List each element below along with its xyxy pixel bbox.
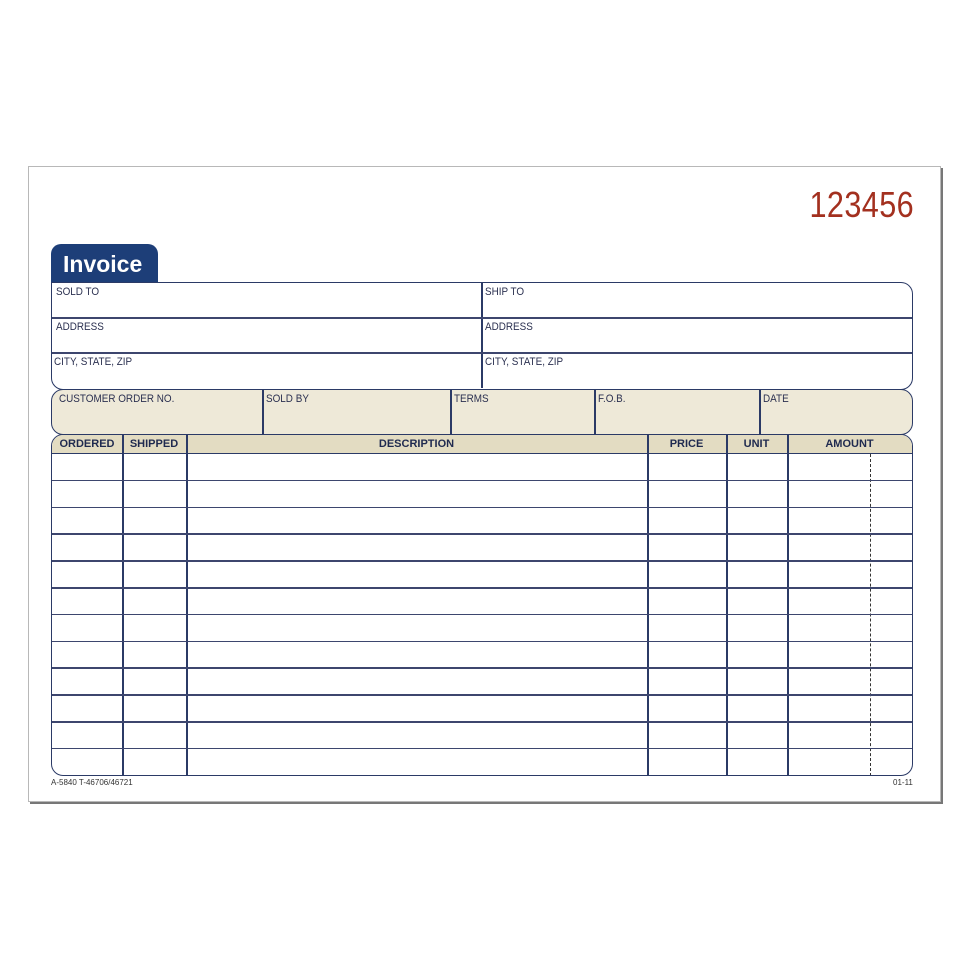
terms-field[interactable]: TERMS (454, 393, 489, 405)
ship-city-field[interactable]: CITY, STATE, ZIP (485, 356, 564, 368)
col-unit: UNIT (743, 438, 770, 450)
line-items-table: ORDERED SHIPPED DESCRIPTION PRICE UNIT A… (51, 434, 913, 776)
table-header: ORDERED SHIPPED DESCRIPTION PRICE UNIT A… (52, 435, 912, 454)
divider (647, 435, 649, 775)
col-description: DESCRIPTION (378, 438, 455, 450)
invoice-title-tab: Invoice (51, 244, 158, 283)
order-info-section: CUSTOMER ORDER NO. SOLD BY TERMS F.O.B. … (51, 389, 913, 435)
divider (52, 317, 912, 319)
form-number: 123456 (809, 184, 914, 225)
divider (262, 390, 264, 434)
divider (450, 390, 452, 434)
fob-field[interactable]: F.O.B. (598, 393, 626, 405)
sold-address-field[interactable]: ADDRESS (56, 321, 104, 333)
divider (186, 435, 188, 775)
table-row-line (52, 613, 912, 616)
col-shipped: SHIPPED (129, 438, 179, 450)
date-field[interactable]: DATE (763, 393, 789, 405)
divider (726, 435, 728, 775)
divider (481, 283, 483, 388)
divider (759, 390, 761, 434)
footer-revision: 01-11 (893, 778, 913, 787)
table-row-line (52, 560, 912, 562)
footer-code: A-5840 T-46706/46721 (51, 778, 133, 787)
table-row-line (52, 533, 912, 535)
sold-to-field[interactable]: SOLD TO (56, 286, 100, 298)
col-price: PRICE (669, 438, 704, 450)
table-row-line (52, 506, 912, 509)
ship-to-field[interactable]: SHIP TO (485, 286, 525, 298)
sold-by-field[interactable]: SOLD BY (266, 393, 309, 405)
col-ordered: ORDERED (59, 438, 115, 450)
divider (52, 352, 912, 354)
col-amount: AMOUNT (825, 438, 874, 450)
table-row-line (52, 479, 912, 482)
table-row-line (52, 694, 912, 696)
sold-city-field[interactable]: CITY, STATE, ZIP (54, 356, 133, 368)
divider (787, 435, 789, 775)
table-row-line (52, 640, 912, 643)
ship-address-field[interactable]: ADDRESS (485, 321, 533, 333)
customer-order-no-field[interactable]: CUSTOMER ORDER NO. (59, 393, 175, 405)
table-row-line (52, 721, 912, 723)
table-row-line (52, 667, 912, 669)
divider (122, 435, 124, 775)
address-section: SOLD TO SHIP TO ADDRESS ADDRESS CITY, ST… (51, 282, 913, 390)
table-row-line (52, 747, 912, 750)
divider (594, 390, 596, 434)
table-row-line (52, 587, 912, 589)
